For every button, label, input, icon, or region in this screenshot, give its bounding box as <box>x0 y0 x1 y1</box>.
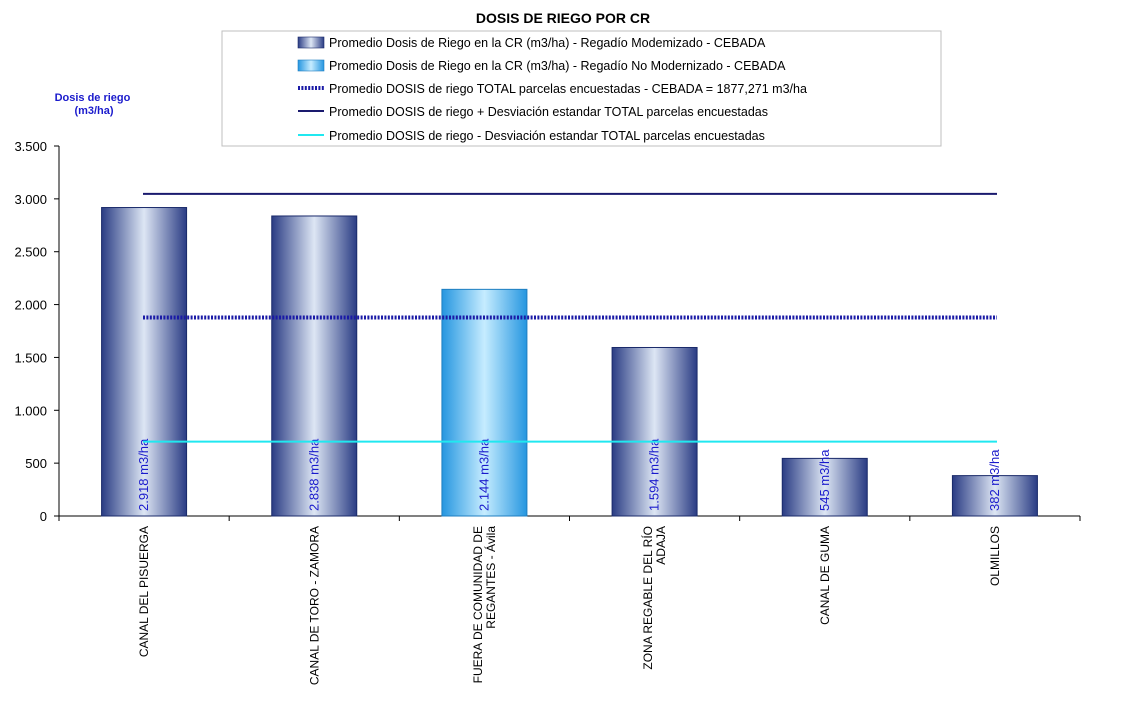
legend-label-no-modernizado: Promedio Dosis de Riego en la CR (m3/ha)… <box>329 59 786 73</box>
bar <box>271 215 358 517</box>
y-tick-label: 2.500 <box>14 245 47 260</box>
legend-swatch-modernizado <box>297 36 325 49</box>
bar-value-label: 2.144 m3/ha <box>476 438 491 511</box>
x-category-label: CANAL DE GUMA <box>818 526 832 625</box>
legend-item-modernizado: Promedio Dosis de Riego en la CR (m3/ha)… <box>297 36 766 50</box>
y-tick-label: 3.000 <box>14 192 47 207</box>
bar-value-label: 545 m3/ha <box>817 449 832 511</box>
bar-value-label: 1.594 m3/ha <box>647 438 662 511</box>
y-axis-label: Dosis de riego (m3/ha) <box>55 92 134 117</box>
y-axis-label-line-2: (m3/ha) <box>74 105 113 117</box>
x-category-label: REGANTES - Ávila <box>483 526 498 629</box>
legend-label-promedio: Promedio DOSIS de riego TOTAL parcelas e… <box>329 82 807 96</box>
x-category-label: ADAJA <box>654 526 668 565</box>
y-axis-label-line-1: Dosis de riego <box>55 92 131 104</box>
bar <box>781 457 868 517</box>
x-category-label: OLMILLOS <box>988 526 1002 586</box>
y-tick-label: 1.000 <box>14 403 47 418</box>
y-tick-label: 1.500 <box>14 350 47 365</box>
legend-item-no-modernizado: Promedio Dosis de Riego en la CR (m3/ha)… <box>297 59 786 73</box>
bar-value-label: 382 m3/ha <box>987 449 1002 511</box>
legend-item-promedio-menos-desviacion: Promedio DOSIS de riego - Desviación est… <box>298 129 765 143</box>
legend-box <box>221 30 942 147</box>
bar <box>951 475 1038 517</box>
y-tick-label: 500 <box>25 456 47 471</box>
bar <box>611 346 698 517</box>
plot-area: 0 500 1.000 1.500 2.000 2.500 3.000 3.500 2.918 … <box>14 139 1081 685</box>
legend-label-promedio-menos-desviacion: Promedio DOSIS de riego - Desviación est… <box>329 129 765 143</box>
legend-label-promedio-mas-desviacion: Promedio DOSIS de riego + Desviación est… <box>329 105 768 119</box>
bar-value-label: 2.838 m3/ha <box>306 438 321 511</box>
bar <box>101 207 188 517</box>
x-category-label: FUERA DE COMUNIDAD DE <box>471 526 485 683</box>
y-tick-label: 3.500 <box>14 139 47 154</box>
chart-title: DOSIS DE RIEGO POR CR <box>476 10 650 26</box>
legend-swatch-no-modernizado <box>297 59 325 72</box>
legend-item-promedio: Promedio DOSIS de riego TOTAL parcelas e… <box>298 82 807 96</box>
y-tick-label: 0 <box>40 509 47 524</box>
legend: Promedio Dosis de Riego en la CR (m3/ha)… <box>221 30 942 147</box>
bar <box>441 288 528 517</box>
legend-item-promedio-mas-desviacion: Promedio DOSIS de riego + Desviación est… <box>298 105 768 119</box>
legend-label-modernizado: Promedio Dosis de Riego en la CR (m3/ha)… <box>329 36 766 50</box>
bar-value-label: 2.918 m3/ha <box>136 438 151 511</box>
x-category-label: CANAL DEL PISUERGA <box>137 526 151 657</box>
y-tick-label: 2.000 <box>14 298 47 313</box>
x-category-label: CANAL DE TORO - ZAMORA <box>307 526 321 685</box>
x-category-label: ZONA REGABLE DEL RÍO <box>640 526 655 670</box>
